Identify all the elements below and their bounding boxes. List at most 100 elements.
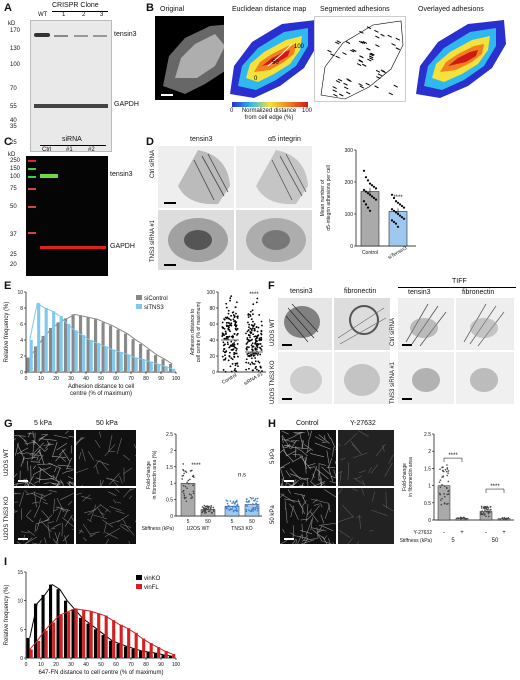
e-hist-bar-siTNS3 [89, 340, 93, 372]
fiber [106, 478, 114, 481]
g-point [182, 468, 184, 471]
e-scatter-point [224, 330, 227, 333]
e-hist-bar-siControl [34, 346, 38, 372]
marker-a-55: 55 [10, 104, 17, 110]
e-scatter-point [252, 362, 254, 365]
fiber [38, 466, 53, 478]
g-point [235, 505, 237, 508]
fiber [108, 519, 120, 525]
g-point [248, 509, 250, 511]
h-point [447, 490, 449, 493]
h-point [438, 481, 441, 483]
fiber [314, 436, 325, 442]
i-hist-legend-vinFL: vinFL [144, 585, 159, 591]
d-xlabel-1: siTensin3 [387, 245, 408, 261]
fiber [26, 509, 32, 516]
h-sig-bracket-1 [485, 488, 505, 494]
i-hist-bar-vinFL [172, 653, 176, 658]
fiber [24, 537, 33, 544]
fiber [54, 532, 59, 542]
e-scatter-point [229, 330, 231, 333]
e-hist-legend-swatch-siControl [136, 295, 142, 300]
fiber [67, 476, 74, 480]
g-point [250, 498, 253, 500]
e-scatter-point [233, 342, 236, 344]
e-hist-xtick-label: 30 [68, 376, 74, 382]
fiber [369, 530, 374, 532]
i-hist-bar-vinFL [59, 615, 63, 658]
contour-label-100: 100 [294, 44, 305, 50]
f-wt-tensin3 [278, 298, 332, 350]
e-scatter-point [233, 353, 235, 356]
h-point [443, 502, 446, 504]
e-scatter-point [228, 355, 231, 357]
e-scatter-point [259, 365, 262, 368]
g-stiffness-label: Stiffness (kPa) [142, 526, 175, 532]
g-point [182, 463, 184, 465]
h-stiff-1: 50 [492, 538, 499, 544]
d-point [370, 195, 374, 198]
contour-label-0: 0 [254, 76, 258, 82]
e-scatter-point [234, 321, 237, 324]
g-ko-50kpa [76, 488, 136, 544]
e-scatter-point [249, 315, 252, 317]
e-scatter-point [226, 341, 229, 344]
d-row-label-kd: TNS3 siRNA #1 [150, 219, 156, 262]
fiber [81, 484, 84, 486]
d-point [392, 196, 396, 200]
fiber [304, 537, 309, 544]
e-scatter-point [224, 351, 227, 354]
d-point [392, 220, 396, 224]
fiber [39, 449, 45, 465]
fiber [32, 501, 39, 504]
colorbar-label: Normalized distance from cell edge (%) [241, 108, 297, 121]
e-scatter-point [249, 363, 252, 366]
fiber [30, 461, 41, 463]
g-point [204, 505, 207, 508]
g-bar-0 [180, 483, 196, 517]
e-scatter-point [235, 352, 238, 355]
d-point [362, 169, 366, 172]
fiber [307, 430, 310, 436]
adhesion-dash [366, 47, 371, 51]
adhesion-dash [358, 40, 364, 44]
fiber [309, 430, 312, 440]
e-scatter-point [250, 329, 253, 332]
fiber [368, 467, 372, 473]
d-point [400, 204, 404, 208]
g-point [186, 487, 188, 489]
h-point [439, 493, 442, 496]
h-point [481, 513, 484, 515]
e-scatter-point [250, 328, 253, 331]
d-point [402, 206, 406, 209]
fiber [16, 443, 24, 459]
fiber [35, 477, 42, 480]
fiber [286, 450, 297, 457]
marker-c-37: 37 [10, 232, 17, 238]
fiber [318, 522, 336, 526]
e-hist-ytick-label: 10 [17, 290, 23, 296]
lane-ctrl: Ctrl [42, 147, 52, 153]
e-scatter-point [253, 363, 256, 365]
d-point [390, 193, 394, 196]
e-hist-bar-siControl [131, 339, 135, 372]
g-point [212, 506, 215, 509]
e-scatter-point [245, 368, 248, 371]
e-hist-bar-siTNS3 [172, 368, 176, 372]
e-hist-bar-siControl [79, 316, 83, 372]
e-scatter-point [224, 358, 227, 361]
g-sig-0: **** [191, 463, 201, 469]
fiber [23, 439, 29, 446]
fiber [311, 466, 318, 481]
e-scatter-point [221, 355, 224, 358]
g-point [212, 508, 215, 511]
e-scatter-point [246, 353, 249, 355]
fiber [290, 505, 294, 518]
d-point [366, 206, 370, 209]
scale-bar [18, 480, 28, 482]
fiber [291, 455, 304, 463]
e-scatter-point [260, 339, 262, 342]
fiber [124, 524, 135, 536]
adhesion-dash [337, 78, 343, 82]
h-drug-3: + [502, 530, 506, 536]
